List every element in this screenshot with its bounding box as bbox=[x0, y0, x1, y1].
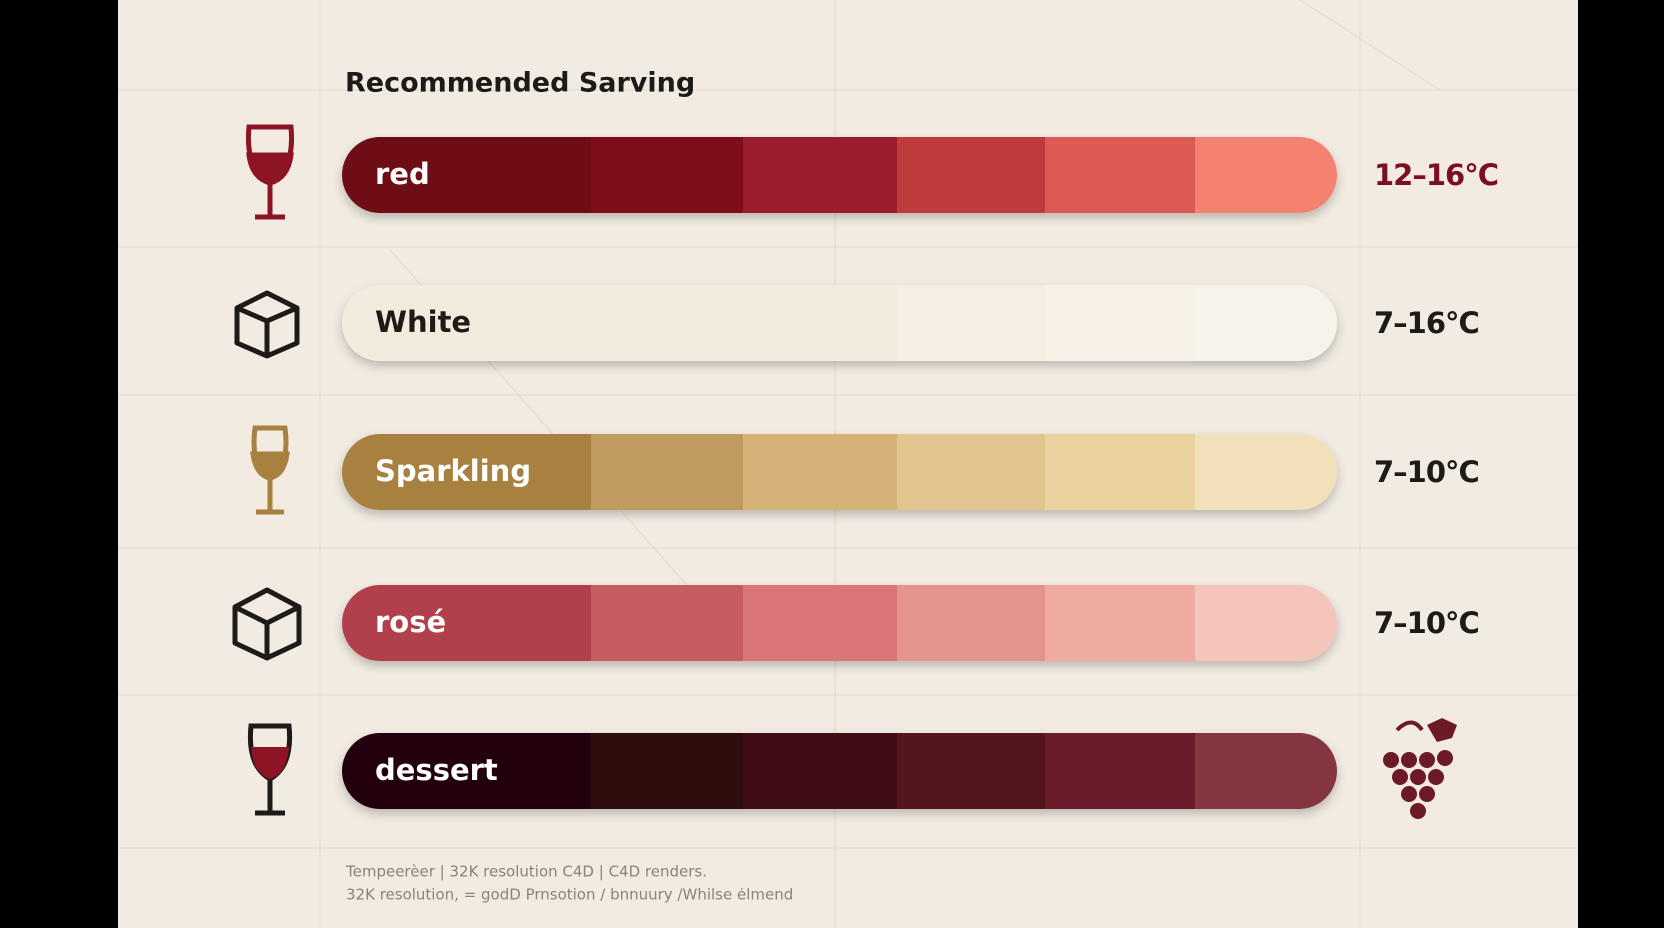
bar-segments bbox=[342, 285, 1337, 361]
bar-segments bbox=[342, 137, 1337, 213]
temperature-bar bbox=[342, 434, 1337, 510]
bar-segment bbox=[1195, 585, 1337, 661]
bar-segment bbox=[743, 585, 898, 661]
bar-segment bbox=[591, 434, 744, 510]
bar-segment bbox=[1195, 434, 1337, 510]
bar-segment bbox=[342, 137, 592, 213]
sparkling-glass-icon bbox=[250, 425, 290, 515]
red-glass-icon bbox=[245, 124, 295, 220]
bar-segment bbox=[743, 285, 898, 361]
temperature-range: 7–16°C bbox=[1374, 306, 1479, 340]
temperature-bar bbox=[342, 137, 1337, 213]
bar-segment bbox=[591, 733, 744, 809]
bar-segment bbox=[1045, 137, 1196, 213]
bar-segment bbox=[1195, 733, 1337, 809]
cube-icon bbox=[234, 290, 300, 359]
temperature-bar bbox=[342, 285, 1337, 361]
bar-segment bbox=[1195, 285, 1337, 361]
bar-segment bbox=[897, 434, 1046, 510]
bar-segment bbox=[342, 434, 592, 510]
wine-label: White bbox=[375, 305, 471, 339]
cube-icon bbox=[232, 587, 302, 661]
bar-segment bbox=[1045, 585, 1196, 661]
bar-segment bbox=[743, 137, 898, 213]
bar-segment bbox=[897, 137, 1046, 213]
bar-segment bbox=[897, 733, 1046, 809]
temperature-range: 12–16°C bbox=[1374, 158, 1498, 192]
temperature-bar bbox=[342, 733, 1337, 809]
bar-segments bbox=[342, 733, 1337, 809]
bar-segment bbox=[591, 137, 744, 213]
wine-label: Sparkling bbox=[375, 454, 531, 488]
grapes-icon bbox=[1383, 718, 1457, 819]
wine-label: rosé bbox=[375, 605, 446, 639]
bar-segment bbox=[1045, 285, 1196, 361]
bar-segments bbox=[342, 585, 1337, 661]
title: Recommended Sarving bbox=[345, 68, 695, 99]
temperature-range: 7–10°C bbox=[1374, 455, 1479, 489]
bar-segment bbox=[591, 285, 744, 361]
bar-segment bbox=[743, 733, 898, 809]
bar-segment bbox=[1045, 434, 1196, 510]
temperature-bar bbox=[342, 585, 1337, 661]
wine-label: red bbox=[375, 157, 430, 191]
bar-segment bbox=[342, 733, 592, 809]
bar-segments bbox=[342, 434, 1337, 510]
footer-line: Tempeerèer | 32K resolution C4D | C4D re… bbox=[345, 863, 707, 881]
bar-segment bbox=[1195, 137, 1337, 213]
footer-line: 32K resolution, = godD Prnsotion / bnnuu… bbox=[346, 886, 793, 904]
bar-segment bbox=[591, 585, 744, 661]
bar-segment bbox=[897, 585, 1046, 661]
temperature-range: 7–10°C bbox=[1374, 606, 1479, 640]
bar-segment bbox=[342, 585, 592, 661]
bar-segment bbox=[897, 285, 1046, 361]
bar-segment bbox=[342, 285, 592, 361]
bar-segment bbox=[743, 434, 898, 510]
bar-segment bbox=[1045, 733, 1196, 809]
wine-label: dessert bbox=[375, 753, 498, 787]
dessert-glass-icon bbox=[247, 723, 293, 816]
